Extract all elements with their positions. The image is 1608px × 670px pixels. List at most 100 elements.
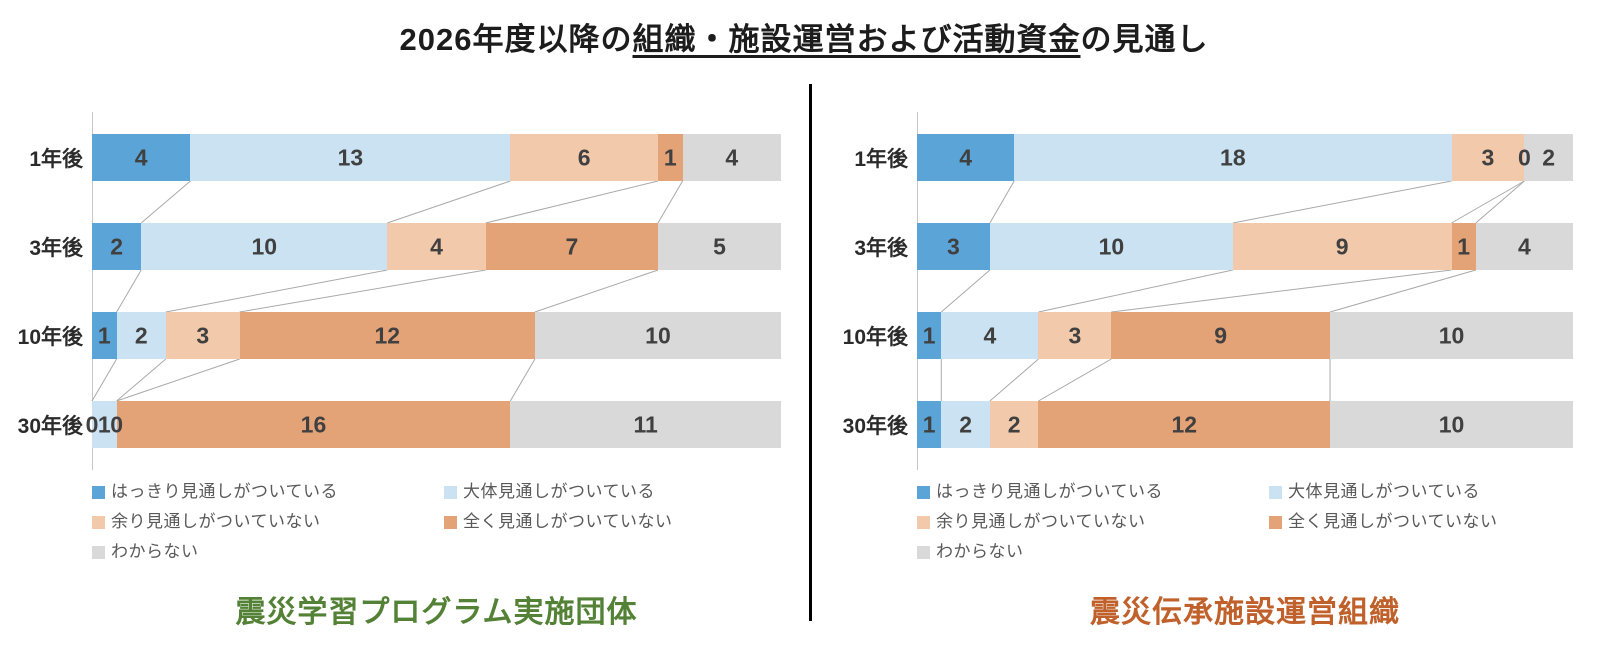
value-label: 0 [1518, 144, 1531, 170]
bar-segment: 3 [1038, 312, 1112, 359]
bar-segment: 10 [141, 223, 388, 270]
bar-segment: 9 [1232, 223, 1452, 270]
bar-segment: 3 [917, 223, 990, 270]
value-label: 2 [134, 322, 148, 348]
legend-item: はっきり見通しがついている [92, 481, 444, 503]
stacked-bar: 4 13 6 1 4 [92, 134, 781, 181]
legend-item: わからない [92, 541, 444, 563]
category-label: 3年後 [29, 236, 83, 260]
panel-title: 震災学習プログラム実施団体 [235, 596, 638, 629]
value-label: 13 [337, 144, 364, 170]
bar-segment: 2 [1524, 134, 1573, 181]
value-label: 4 [134, 144, 148, 170]
legend-swatch [444, 515, 457, 529]
axis-line [92, 112, 93, 470]
legend-label: 全く見通しがついていない [1288, 512, 1498, 531]
stacked-bar: 1 2 2 12 10 [917, 401, 1574, 448]
bar-segment: 1 [917, 401, 942, 448]
bar-segment: 18 [1014, 134, 1452, 181]
panel-title: 震災伝承施設運営組織 [1090, 596, 1400, 629]
value-label: 2 [959, 411, 972, 437]
figure-title: 2026年度以降の組織・施設運営および活動資金の見通し [0, 14, 1608, 59]
legend-item: 全く見通しがついていない [1269, 511, 1573, 533]
bar-segment: 12 [1038, 401, 1331, 448]
category-label: 10年後 [842, 325, 908, 349]
stacked-bar: 3 10 9 1 4 [917, 223, 1574, 270]
category-label: 30年後 [842, 414, 908, 438]
legend-swatch [1269, 515, 1282, 529]
bar-row: 1年後 4 18 3 0 2 [832, 134, 1573, 181]
bar-segment: 10 [534, 312, 782, 359]
bar-segment: 6 [510, 134, 658, 181]
divider-line [809, 84, 812, 621]
bar-rows: 1年後 4 18 3 0 2 3年後 3 10 9 1 4 10年後 1 4 3 9 10 30年後 1 2 2 12 10 [832, 112, 1574, 470]
legend-item: 大体見通しがついている [444, 481, 781, 503]
value-label: 4 [959, 144, 972, 170]
bar-segment: 4 [387, 223, 486, 270]
legend-swatch [917, 485, 930, 499]
bar-row: 10年後 1 4 3 9 10 [832, 312, 1574, 359]
value-label: 16 [300, 411, 327, 437]
axis-line [917, 112, 918, 470]
value-label: 2 [1542, 144, 1556, 170]
bar-segment: 2 [941, 401, 990, 448]
bar-row: 10年後 1 2 3 12 10 [7, 312, 782, 359]
connector-lines [940, 180, 1525, 402]
stacked-bar: 1 2 3 12 10 [92, 312, 782, 359]
value-label: 6 [577, 144, 591, 170]
bar-segment: 4 [682, 134, 781, 181]
legend-label: 大体見通しがついている [463, 482, 655, 501]
bar-segment: 11 [510, 401, 781, 448]
bar-row: 3年後 2 10 4 7 5 [7, 223, 781, 270]
legend-swatch [917, 545, 930, 559]
bar-segment: 1 [657, 134, 683, 181]
stacked-bar: 2 10 4 7 5 [92, 223, 781, 270]
legend-swatch [92, 515, 105, 529]
bar-rows: 1年後 4 13 6 1 4 3年後 2 10 4 7 5 10年後 1 2 3 12 10 30年後 0 1 0 16 11 [7, 112, 782, 470]
value-label: 1 [922, 411, 936, 437]
bar-row: 3年後 3 10 9 1 4 [832, 223, 1574, 270]
bar-segment: 2 [116, 312, 166, 359]
value-label: 0 [85, 411, 99, 437]
value-label: 10 [1438, 322, 1465, 348]
chart-panel-left: 1年後 4 13 6 1 4 3年後 2 10 4 7 5 10年後 1 2 3 12 10 30年後 0 1 0 16 11… [7, 112, 782, 631]
bar-segment: 2 [989, 401, 1039, 448]
legend-label: 余り見通しがついていない [111, 512, 321, 531]
value-label: 2 [1007, 411, 1021, 437]
bar-segment: 2 [92, 223, 142, 270]
legend-label: 大体見通しがついている [1288, 482, 1480, 501]
value-label: 9 [1214, 322, 1228, 348]
legend-swatch [444, 485, 457, 499]
legend-item: 全く見通しがついていない [444, 511, 781, 533]
value-label: 18 [1220, 144, 1246, 170]
value-label: 5 [713, 233, 726, 259]
legend-swatch [92, 485, 105, 499]
legend-item: 大体見通しがついている [1269, 481, 1573, 503]
value-label: 4 [1518, 233, 1531, 259]
value-label: 4 [430, 233, 443, 259]
category-label: 10年後 [17, 325, 83, 349]
value-label: 12 [374, 322, 401, 348]
bar-segment: 3 [1451, 134, 1525, 181]
legend: はっきり見通しがついている 大体見通しがついている 余り見通しがついていない 全く見通… [917, 481, 1573, 563]
stacked-bar: 1 4 3 9 10 [917, 312, 1574, 359]
value-label: 10 [1098, 233, 1125, 259]
bar-segment: 16 [116, 401, 511, 448]
value-label: 1 [663, 144, 677, 170]
bar-segment: 3 [165, 312, 240, 359]
value-label: 10 [645, 322, 671, 348]
value-label: 1 [97, 411, 111, 437]
value-label: 3 [1481, 144, 1495, 170]
value-label: 4 [983, 322, 997, 348]
bar-segment: 4 [941, 312, 1039, 359]
bar-segment: 12 [239, 312, 535, 359]
bar-row: 30年後 0 1 0 16 11 [7, 401, 781, 448]
bar-segment: 1 [92, 312, 117, 359]
stacked-bar: 0 1 0 16 11 [86, 401, 781, 448]
value-label: 2 [110, 233, 124, 259]
bar-segment: 10 [989, 223, 1233, 270]
legend-swatch [92, 545, 105, 559]
value-label: 3 [1068, 322, 1082, 348]
title-underlined: 組織・施設運営および活動資金 [632, 22, 1081, 57]
